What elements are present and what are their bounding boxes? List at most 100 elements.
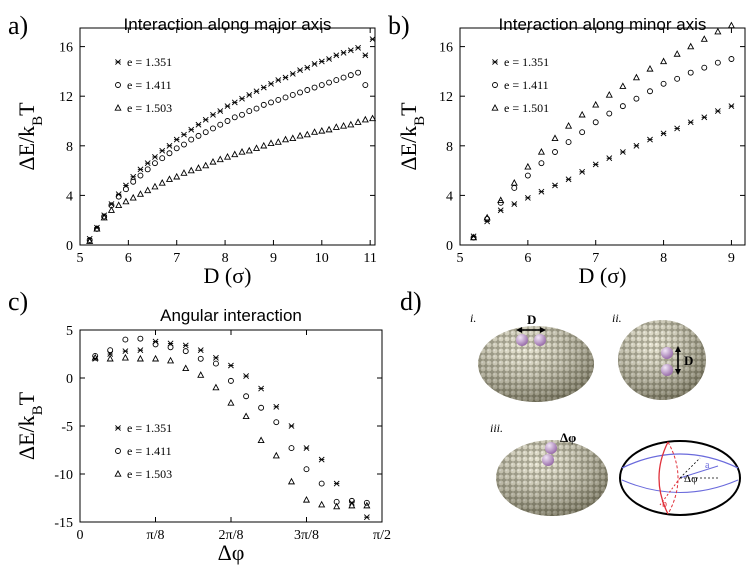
data-point	[268, 99, 274, 106]
data-point	[130, 173, 137, 180]
data-point	[115, 193, 122, 200]
data-point	[173, 136, 180, 143]
data-point	[130, 178, 137, 185]
data-point	[296, 131, 304, 139]
legend-label: e = 1.411	[504, 78, 549, 92]
membrane-i: D	[478, 312, 594, 402]
legend-label: e = 1.503	[127, 101, 172, 115]
data-point	[340, 74, 347, 81]
data-point	[647, 136, 653, 143]
data-point	[363, 499, 370, 506]
data-point	[231, 150, 239, 158]
data-point	[714, 27, 722, 35]
data-point	[497, 207, 504, 214]
data-point	[333, 480, 340, 487]
data-point	[137, 347, 144, 354]
data-point	[268, 80, 274, 87]
data-point	[188, 126, 195, 133]
data-point	[578, 110, 586, 118]
y-tick-label: 8	[446, 140, 453, 155]
data-point	[212, 383, 220, 391]
data-point	[107, 206, 115, 213]
legend-marker	[492, 82, 498, 88]
data-point	[355, 44, 361, 51]
data-point	[340, 122, 348, 129]
legend-marker	[114, 470, 122, 477]
legend-marker	[115, 448, 121, 454]
data-point	[552, 149, 558, 155]
data-point	[165, 175, 174, 182]
data-point	[194, 164, 203, 171]
data-point	[347, 120, 355, 128]
data-point	[122, 348, 129, 355]
data-point	[714, 59, 721, 66]
data-point	[660, 57, 668, 65]
x-axis-label: D (σ)	[579, 263, 627, 288]
data-point	[227, 377, 234, 384]
data-point	[275, 77, 282, 83]
x-tick-label: 6	[524, 251, 531, 266]
panel-a-label: a)	[8, 11, 28, 40]
data-point	[258, 404, 265, 411]
data-point	[144, 186, 152, 194]
data-point	[217, 108, 224, 114]
legend-label: e = 1.351	[127, 421, 172, 435]
data-point	[182, 348, 189, 355]
series-3	[470, 21, 735, 241]
chart-title: Angular interaction	[160, 306, 302, 325]
data-point	[224, 103, 231, 110]
data-point	[333, 52, 340, 59]
axis-b-label: b	[662, 499, 667, 510]
data-point	[182, 364, 190, 372]
data-point	[287, 477, 296, 485]
data-point	[173, 145, 180, 152]
series-1	[470, 103, 735, 240]
data-point	[511, 185, 518, 191]
data-point	[619, 103, 626, 110]
membrane-ii: D	[618, 320, 706, 400]
data-point	[282, 74, 289, 81]
data-point	[223, 153, 232, 160]
data-point	[243, 393, 250, 400]
data-point	[361, 115, 369, 123]
data-point	[228, 362, 234, 369]
data-point	[304, 87, 311, 93]
data-point	[289, 70, 296, 77]
data-point	[538, 188, 545, 195]
membrane-iii: Δφ	[496, 430, 608, 516]
data-point	[660, 130, 667, 137]
y-tick-label: -5	[61, 420, 73, 435]
data-point	[227, 399, 235, 406]
data-point	[238, 148, 246, 155]
data-point	[579, 168, 586, 175]
data-point	[318, 456, 325, 463]
data-point	[197, 355, 204, 362]
legend-label: e = 1.503	[127, 467, 172, 481]
x-tick-label: 7	[173, 251, 180, 266]
data-point	[137, 166, 144, 173]
data-point	[231, 99, 238, 106]
data-point	[592, 161, 599, 168]
data-point	[510, 179, 518, 186]
x-tick-label: 9	[270, 251, 277, 266]
label-iii: iii.	[490, 421, 503, 435]
data-point	[326, 56, 332, 62]
data-point	[289, 134, 297, 142]
y-axis-label: ΔE/kBT	[14, 391, 46, 460]
data-point	[728, 56, 735, 62]
data-point	[202, 161, 210, 169]
data-point	[347, 72, 354, 79]
data-point	[231, 114, 238, 121]
panel-b-label: b)	[388, 11, 410, 40]
label-ii: ii.	[612, 311, 622, 325]
data-point	[93, 224, 101, 232]
x-axis-label: D (σ)	[204, 263, 252, 288]
data-point	[619, 149, 626, 155]
data-point	[217, 121, 224, 128]
data-point	[326, 79, 333, 86]
legend-label: e = 1.411	[127, 78, 172, 92]
label-i: i.	[470, 311, 476, 325]
data-point	[340, 49, 347, 56]
data-point	[281, 135, 290, 143]
data-point	[297, 67, 303, 74]
